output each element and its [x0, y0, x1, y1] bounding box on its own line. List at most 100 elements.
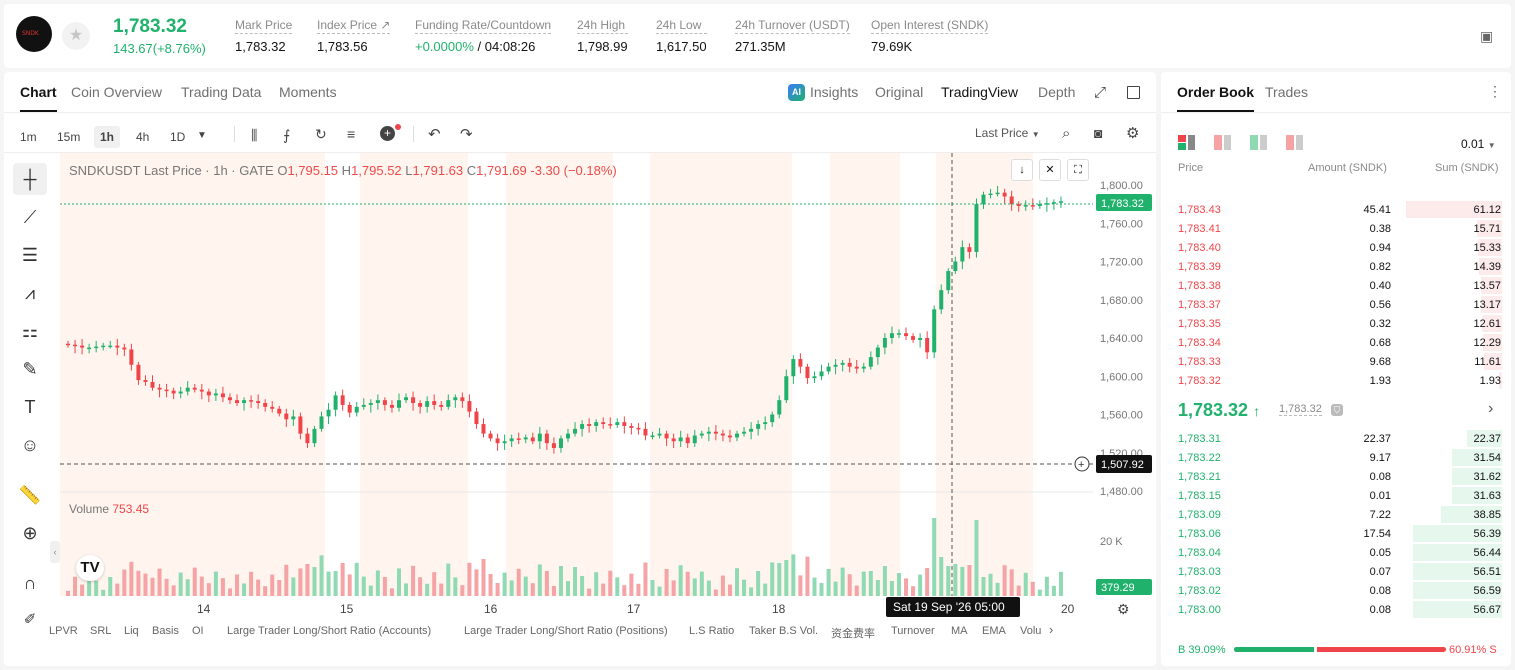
- tab-original[interactable]: Original: [875, 84, 924, 100]
- tab-depth[interactable]: Depth: [1038, 84, 1076, 100]
- search-icon[interactable]: ⌕: [1062, 125, 1071, 142]
- candle: [671, 438, 676, 442]
- candlestick-icon[interactable]: ⫼: [251, 127, 258, 143]
- volume-bar: [601, 583, 606, 596]
- ask-row[interactable]: 1,783.35 0.32 12.61: [1178, 315, 1502, 334]
- indicator-icon[interactable]: ⨍: [283, 127, 291, 143]
- candle: [326, 409, 331, 417]
- bid-row[interactable]: 1,783.03 0.07 56.51: [1178, 563, 1502, 582]
- tab-trading-data[interactable]: Trading Data: [181, 84, 262, 100]
- bid-row[interactable]: 1,783.22 9.17 31.54: [1178, 449, 1502, 468]
- close-icon[interactable]: ✕: [1039, 159, 1061, 181]
- tab-order-book[interactable]: Order Book: [1177, 84, 1255, 112]
- indicator-ls-accounts[interactable]: Large Trader Long/Short Ratio (Accounts): [227, 625, 432, 637]
- ask-row[interactable]: 1,783.38 0.40 13.57: [1178, 277, 1502, 296]
- gear-icon[interactable]: ⚙: [1126, 125, 1140, 142]
- pattern-icon[interactable]: ⩘: [24, 283, 36, 303]
- more-icon[interactable]: ⋮: [1488, 83, 1502, 99]
- emoji-icon[interactable]: ☺: [20, 435, 40, 455]
- ask-row[interactable]: 1,783.34 0.68 12.29: [1178, 334, 1502, 353]
- brush-icon[interactable]: ✎: [22, 359, 38, 379]
- chevron-right-icon[interactable]: ›: [1488, 400, 1494, 417]
- indicator-liq[interactable]: Liq: [124, 625, 139, 637]
- indicator-taker-vol[interactable]: Taker B.S Vol.: [749, 625, 819, 637]
- fullscreen-icon[interactable]: ⛶: [1067, 159, 1089, 181]
- indicator-ls-positions[interactable]: Large Trader Long/Short Ratio (Positions…: [464, 625, 668, 637]
- ask-row[interactable]: 1,783.33 9.68 11.61: [1178, 353, 1502, 372]
- tf-15m[interactable]: 15m: [57, 130, 81, 144]
- bid-row[interactable]: 1,783.09 7.22 38.85: [1178, 506, 1502, 525]
- tab-moments[interactable]: Moments: [279, 84, 337, 100]
- tf-1m[interactable]: 1m: [20, 130, 37, 144]
- view-both-icon[interactable]: [1178, 135, 1196, 150]
- magnet-icon[interactable]: ∩: [23, 573, 37, 593]
- price-chart[interactable]: 1,800.00 1,760.00 1,720.00 1,680.00 1,640.00…: [60, 153, 1156, 623]
- tab-insights[interactable]: Insights: [810, 84, 859, 100]
- replay-icon[interactable]: ↻: [315, 126, 327, 142]
- bid-row[interactable]: 1,783.00 0.08 56.67: [1178, 601, 1502, 620]
- view-asks-icon[interactable]: [1214, 135, 1232, 150]
- indicator-ma[interactable]: MA: [951, 625, 968, 637]
- trend-line-icon[interactable]: ⟋: [23, 207, 37, 227]
- bid-row[interactable]: 1,783.02 0.08 56.59: [1178, 582, 1502, 601]
- indicator-funding-rate[interactable]: 资金费率: [831, 627, 875, 640]
- indicator-ls-ratio[interactable]: L.S Ratio: [689, 625, 735, 637]
- bid-row[interactable]: 1,783.31 22.37 22.37: [1178, 430, 1502, 449]
- funding-rate-stat[interactable]: Funding Rate/Countdown +0.0000% / 04:08:2…: [415, 18, 552, 54]
- candle: [340, 395, 345, 405]
- ruler-icon[interactable]: 📏: [18, 485, 42, 505]
- bid-row[interactable]: 1,783.06 17.54 56.39: [1178, 525, 1502, 544]
- ask-row[interactable]: 1,783.41 0.38 15.71: [1178, 220, 1502, 239]
- ask-row[interactable]: 1,783.40 0.94 15.33: [1178, 239, 1502, 258]
- horizontal-lines-icon[interactable]: ☰: [21, 245, 39, 265]
- index-price-stat[interactable]: Index Price ↗ 1,783.56: [317, 18, 391, 54]
- fib-icon[interactable]: ⚏: [21, 321, 39, 341]
- camera-icon[interactable]: ◙: [1094, 125, 1103, 141]
- bid-row[interactable]: 1,783.15 0.01 31.63: [1178, 487, 1502, 506]
- crosshair-icon[interactable]: ┼: [23, 169, 37, 189]
- tab-coin-overview[interactable]: Coin Overview: [71, 84, 163, 100]
- volume-bar: [770, 562, 775, 596]
- text-tool-icon[interactable]: T: [24, 397, 36, 417]
- price-type-select[interactable]: Last Price ▼: [975, 126, 1040, 140]
- undo-icon[interactable]: ↶: [428, 126, 441, 143]
- expand-icon[interactable]: ⤢: [1094, 84, 1107, 101]
- tf-1h[interactable]: 1h: [94, 126, 121, 148]
- bid-row[interactable]: 1,783.04 0.05 56.44: [1178, 544, 1502, 563]
- tab-trades[interactable]: Trades: [1265, 84, 1309, 100]
- tf-1d[interactable]: 1D: [170, 130, 186, 144]
- indicator-turnover[interactable]: Turnover: [891, 625, 935, 637]
- indicator-srl[interactable]: SRL: [90, 625, 112, 637]
- precision-select[interactable]: 0.01 ▼: [1461, 137, 1496, 151]
- chart-settings-icon[interactable]: ⚙: [1117, 601, 1130, 617]
- ask-row[interactable]: 1,783.37 0.56 13.17: [1178, 296, 1502, 315]
- pencil-icon[interactable]: ✐: [23, 611, 37, 628]
- chevron-right-icon[interactable]: ›: [1049, 622, 1054, 637]
- indicator-ema[interactable]: EMA: [982, 625, 1006, 637]
- view-depth-icon[interactable]: [1286, 135, 1304, 150]
- book-icon[interactable]: ▣: [1480, 28, 1494, 44]
- ask-row[interactable]: 1,783.43 45.41 61.12: [1178, 201, 1502, 220]
- volume-bar: [826, 569, 831, 596]
- view-bids-icon[interactable]: [1250, 135, 1268, 150]
- zoom-in-icon[interactable]: ⊕: [22, 523, 38, 543]
- collapse-sidebar-icon[interactable]: ‹: [50, 541, 60, 563]
- add-indicator-icon[interactable]: +: [380, 126, 395, 141]
- tab-chart[interactable]: Chart: [20, 84, 57, 112]
- chevron-down-icon[interactable]: ▼: [197, 130, 207, 141]
- template-icon[interactable]: ≡: [347, 126, 356, 142]
- favorite-star-icon[interactable]: ★: [62, 22, 90, 50]
- tab-tradingview[interactable]: TradingView: [941, 84, 1019, 100]
- scroll-down-icon[interactable]: ↓: [1011, 159, 1033, 181]
- row-sum: 56.51: [1473, 566, 1501, 578]
- tf-4h[interactable]: 4h: [136, 130, 150, 144]
- ask-row[interactable]: 1,783.39 0.82 14.39: [1178, 258, 1502, 277]
- indicator-basis[interactable]: Basis: [152, 625, 179, 637]
- ask-row[interactable]: 1,783.32 1.93 1.93: [1178, 372, 1502, 391]
- redo-icon[interactable]: ↷: [460, 126, 473, 143]
- indicator-volume[interactable]: Volu: [1020, 625, 1042, 637]
- indicator-lpvr[interactable]: LPVR: [49, 625, 78, 637]
- window-icon[interactable]: [1127, 86, 1140, 99]
- bid-row[interactable]: 1,783.21 0.08 31.62: [1178, 468, 1502, 487]
- indicator-oi[interactable]: OI: [192, 625, 204, 637]
